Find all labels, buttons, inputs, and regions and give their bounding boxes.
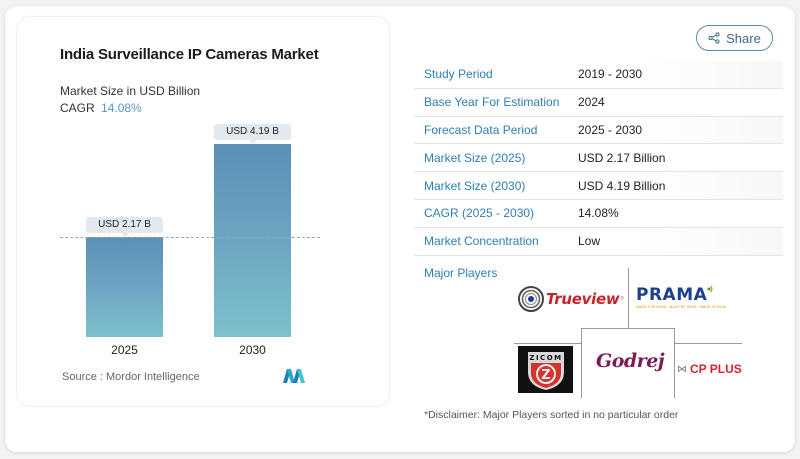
info-value: USD 2.17 Billion <box>578 150 666 165</box>
trueview-camera-icon <box>518 286 544 312</box>
logo-grid-divider <box>674 328 675 398</box>
logo-grid-divider <box>581 328 675 329</box>
bar-2025 <box>86 237 163 337</box>
prama-signal-icon <box>707 285 713 293</box>
trueview-wordmark: Trueview <box>546 290 620 308</box>
cp-plus-mark-icon: ⋈ <box>677 363 687 375</box>
bar-2030 <box>214 144 291 337</box>
logo-zicom: ZICOM Z <box>518 346 573 393</box>
bar-data-label-2025: USD 2.17 B <box>86 217 163 237</box>
info-label: Forecast Data Period <box>424 122 538 137</box>
info-label: Market Size (2025) <box>424 150 526 165</box>
logo-prama: PRAMA MADE FOR INDIA · MADE BY INDIA · M… <box>636 285 727 309</box>
market-info-table: Study Period 2019 - 2030 Base Year For E… <box>414 61 783 256</box>
logo-grid-divider <box>628 268 629 328</box>
cagr-label: CAGR <box>60 101 95 115</box>
share-icon <box>708 32 720 44</box>
info-value: Low <box>578 234 601 249</box>
zicom-shield-icon: ZICOM Z <box>527 351 564 390</box>
info-row-market-concentration: Market Concentration Low <box>414 227 783 256</box>
registered-mark: ® <box>620 296 625 302</box>
prama-wordmark: PRAMA <box>636 285 708 305</box>
logo-grid-divider <box>581 328 582 398</box>
info-row-forecast-period: Forecast Data Period 2025 - 2030 <box>414 116 783 145</box>
info-value: 2019 - 2030 <box>578 67 643 82</box>
info-row-base-year: Base Year For Estimation 2024 <box>414 89 783 117</box>
x-axis-label-2025: 2025 <box>111 343 138 357</box>
info-row-market-size-2025: Market Size (2025) USD 2.17 Billion <box>414 144 783 173</box>
info-row-study-period: Study Period 2019 - 2030 <box>414 61 783 89</box>
cagr-value: 14.08% <box>101 101 142 115</box>
chart-title: India Surveillance IP Cameras Market <box>60 46 319 63</box>
reference-dashed-line <box>60 237 320 238</box>
logo-grid-divider <box>514 343 581 344</box>
share-button[interactable]: Share <box>696 25 773 51</box>
info-label: Market Size (2030) <box>424 178 526 193</box>
svg-text:ZICOM: ZICOM <box>529 354 562 362</box>
prama-tagline: MADE FOR INDIA · MADE BY INDIA · MADE IN… <box>636 305 727 309</box>
info-row-cagr: CAGR (2025 - 2030) 14.08% <box>414 200 783 228</box>
info-value: 2024 <box>578 95 605 110</box>
info-label: Market Concentration <box>424 234 539 249</box>
info-label: Study Period <box>424 67 493 82</box>
logo-godrej: Godrej <box>596 350 665 372</box>
disclaimer-text: *Disclaimer: Major Players sorted in no … <box>424 409 679 421</box>
source-text: Source : Mordor Intelligence <box>62 371 200 383</box>
major-players-label: Major Players <box>424 266 498 280</box>
info-value: 14.08% <box>578 206 619 221</box>
share-label: Share <box>726 30 761 46</box>
x-axis-label-2030: 2030 <box>239 343 266 357</box>
bar-data-label-2030: USD 4.19 B <box>214 124 291 144</box>
info-value: 2025 - 2030 <box>578 122 643 137</box>
chart-card <box>16 16 390 407</box>
chart-subtitle: Market Size in USD Billion <box>60 84 201 98</box>
mordor-intelligence-logo-icon <box>283 369 305 383</box>
godrej-wordmark: Godrej <box>596 350 665 372</box>
info-label: CAGR (2025 - 2030) <box>424 206 535 221</box>
info-value: USD 4.19 Billion <box>578 178 666 193</box>
logo-grid-divider <box>675 343 742 344</box>
info-label: Base Year For Estimation <box>424 95 560 110</box>
chart-cagr: CAGR 14.08% <box>60 101 142 115</box>
logo-cp-plus: ⋈ CP PLUS <box>677 362 742 376</box>
cp-plus-wordmark: CP PLUS <box>690 362 742 376</box>
info-row-market-size-2030: Market Size (2030) USD 4.19 Billion <box>414 172 783 200</box>
svg-text:Z: Z <box>541 368 550 383</box>
logo-trueview: Trueview ® <box>518 283 624 315</box>
